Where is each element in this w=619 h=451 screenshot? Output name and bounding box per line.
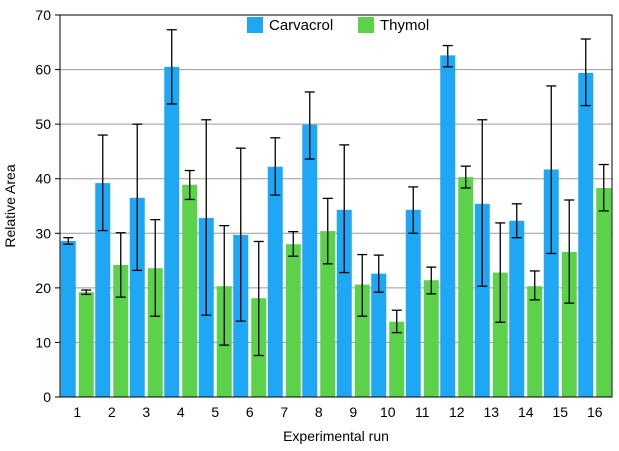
- bar-thymol-run-11: [423, 280, 439, 397]
- x-tick-label: 7: [280, 404, 288, 420]
- bar-thymol-run-7: [285, 244, 301, 397]
- y-tick-label: 20: [35, 280, 51, 296]
- x-tick-label: 13: [483, 404, 499, 420]
- bar-thymol-run-13: [492, 272, 508, 397]
- x-tick-label: 2: [108, 404, 116, 420]
- bar-thymol-run-14: [527, 286, 543, 397]
- y-tick-label: 30: [35, 225, 51, 241]
- x-tick-label: 8: [315, 404, 323, 420]
- bar-thymol-run-2: [113, 264, 129, 397]
- legend-label-carvacrol: Carvacrol: [269, 17, 333, 34]
- x-tick-label: 1: [73, 404, 81, 420]
- y-tick-label: 40: [35, 171, 51, 187]
- plot-frame: [59, 14, 613, 398]
- x-tick-label: 16: [587, 404, 603, 420]
- error-bars: [63, 29, 609, 357]
- x-tick-label: 3: [142, 404, 150, 420]
- bar-carvacrol-run-2: [95, 183, 111, 397]
- bar-carvacrol-run-10: [371, 273, 387, 397]
- x-tick-label: 4: [177, 404, 185, 420]
- bar-thymol-run-10: [389, 321, 405, 397]
- bar-thymol-run-9: [354, 284, 370, 397]
- legend: Carvacrol Thymol: [247, 17, 429, 34]
- bar-carvacrol-run-11: [405, 209, 421, 397]
- bar-thymol-run-3: [147, 268, 163, 397]
- y-tick-label: 50: [35, 116, 51, 132]
- bar-thymol-run-1: [78, 292, 94, 397]
- bar-carvacrol-run-1: [60, 240, 76, 397]
- y-axis-label: Relative Area: [2, 164, 18, 247]
- legend-swatch-carvacrol: [247, 17, 263, 33]
- x-tick-label: 6: [246, 404, 254, 420]
- x-tick-label: 15: [552, 404, 568, 420]
- bar-carvacrol-run-13: [474, 203, 490, 397]
- y-tick-label: 0: [43, 389, 51, 405]
- x-tick-label: 14: [518, 404, 534, 420]
- y-tick-label: 70: [35, 7, 51, 23]
- bar-carvacrol-run-16: [578, 72, 594, 398]
- bars: [60, 55, 612, 398]
- x-tick-label: 9: [349, 404, 357, 420]
- bar-carvacrol-run-4: [164, 66, 180, 397]
- bar-carvacrol-run-3: [129, 197, 145, 397]
- legend-swatch-thymol: [358, 17, 374, 33]
- y-tick-label: 10: [35, 334, 51, 350]
- bar-thymol-run-12: [458, 177, 474, 397]
- legend-label-thymol: Thymol: [380, 17, 429, 34]
- bar-thymol-run-16: [596, 187, 612, 397]
- bar-thymol-run-4: [182, 184, 198, 397]
- x-tick-label: 10: [380, 404, 396, 420]
- x-tick-label: 12: [449, 404, 465, 420]
- bar-carvacrol-run-7: [267, 166, 283, 397]
- bar-carvacrol-run-15: [543, 169, 559, 397]
- x-tick-label: 5: [211, 404, 219, 420]
- bar-carvacrol-run-12: [440, 55, 456, 397]
- y-tick-label: 60: [35, 62, 51, 78]
- x-tick-label: 11: [415, 404, 430, 420]
- x-axis-ticks: 1 2 3 4 5 6 7 8 9 10 11 12 13 14 15 16: [73, 404, 602, 420]
- bar-thymol-run-15: [561, 251, 577, 397]
- bar-carvacrol-run-8: [302, 124, 318, 397]
- x-axis-label: Experimental run: [283, 428, 389, 444]
- y-axis-ticks: 0 10 20 30 40 50 60 70: [35, 7, 60, 405]
- bar-carvacrol-run-9: [336, 209, 352, 397]
- bar-thymol-run-8: [320, 231, 336, 397]
- bar-carvacrol-run-14: [509, 220, 525, 397]
